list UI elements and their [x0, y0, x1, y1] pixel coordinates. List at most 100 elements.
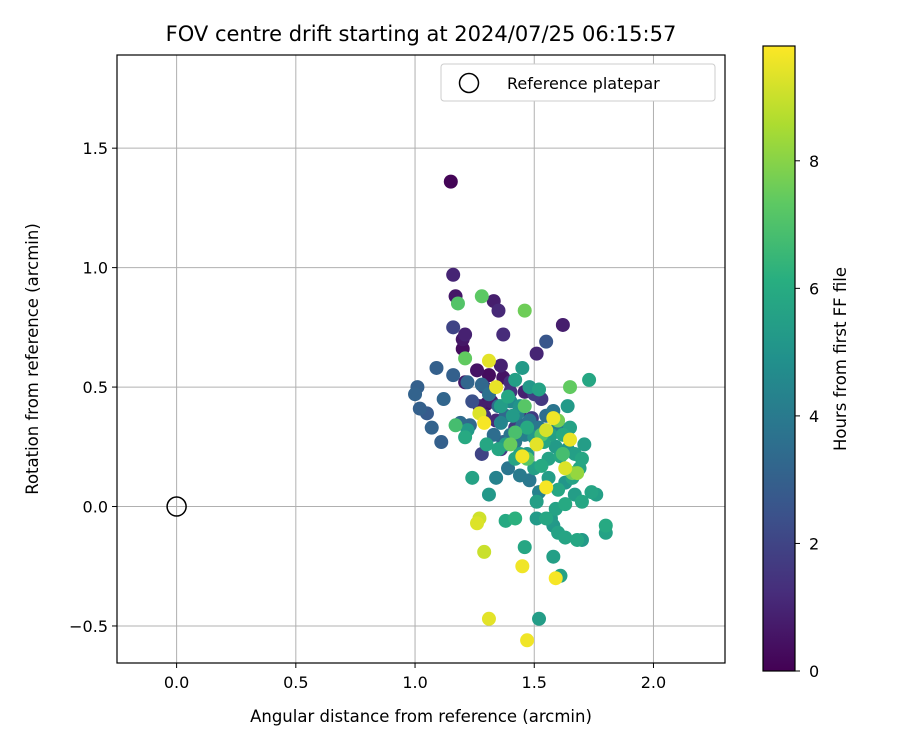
legend-label: Reference platepar	[507, 74, 660, 93]
data-points	[408, 174, 613, 648]
data-point	[546, 549, 561, 564]
data-point	[481, 368, 496, 383]
data-point	[446, 267, 461, 282]
data-point	[598, 518, 613, 533]
data-point	[563, 432, 578, 447]
data-point	[551, 482, 566, 497]
data-point	[493, 415, 508, 430]
colorbar-tick-label: 0	[809, 662, 819, 681]
colorbar-ticks: 0 2 4 6 8	[795, 152, 819, 681]
legend[interactable]: Reference platepar	[440, 63, 716, 102]
x-tick-label: 1.5	[522, 673, 547, 692]
colorbar	[762, 45, 796, 672]
data-point	[448, 418, 463, 433]
data-point	[458, 351, 473, 366]
data-point	[529, 437, 544, 452]
colorbar-tick-label: 2	[809, 534, 819, 553]
data-point	[465, 470, 480, 485]
data-point	[534, 458, 549, 473]
data-point	[412, 401, 427, 416]
data-point	[460, 375, 475, 390]
data-point	[558, 461, 573, 476]
data-point	[508, 372, 523, 387]
legend-marker	[458, 72, 480, 94]
data-point	[555, 446, 570, 461]
data-point	[520, 420, 535, 435]
data-point	[539, 511, 554, 526]
x-axis-ticks: 0.0 0.5 1.0 1.5 2.0	[164, 663, 666, 692]
data-point	[574, 451, 589, 466]
data-point	[515, 449, 530, 464]
colorbar-tick-label: 6	[809, 279, 819, 298]
x-tick-label: 0.0	[164, 673, 189, 692]
data-point	[446, 320, 461, 335]
y-tick-label: 1.5	[83, 139, 108, 158]
legend-box	[440, 63, 716, 102]
data-point	[470, 363, 485, 378]
data-point	[558, 530, 573, 545]
data-point	[465, 394, 480, 409]
data-point	[458, 430, 473, 445]
y-tick-label: 1.0	[83, 259, 108, 278]
data-point	[424, 420, 439, 435]
data-point	[474, 289, 489, 304]
data-point	[570, 532, 585, 547]
data-point	[446, 368, 461, 383]
data-point	[546, 411, 561, 426]
data-point	[486, 427, 501, 442]
data-point	[479, 437, 494, 452]
plot-area	[117, 55, 725, 663]
data-point	[577, 437, 592, 452]
data-point	[501, 461, 516, 476]
data-point	[574, 494, 589, 509]
data-point	[515, 559, 530, 574]
data-point	[408, 387, 423, 402]
colorbar-tick-label: 4	[809, 407, 819, 426]
y-axis-ticks: −0.5 0.0 0.5 1.0 1.5	[69, 139, 117, 636]
x-axis-label: Angular distance from reference (arcmin)	[250, 707, 592, 726]
data-point	[491, 442, 506, 457]
y-tick-label: 0.0	[83, 498, 108, 517]
x-tick-label: 1.0	[402, 673, 427, 692]
data-point	[477, 415, 492, 430]
x-tick-label: 2.0	[641, 673, 666, 692]
data-point	[555, 317, 570, 332]
data-point	[496, 327, 511, 342]
data-point	[517, 540, 532, 555]
data-point	[443, 174, 458, 189]
colorbar-tick-label: 8	[809, 152, 819, 171]
data-point	[508, 511, 523, 526]
data-point	[481, 353, 496, 368]
data-point	[529, 346, 544, 361]
data-point	[450, 296, 465, 311]
data-point	[558, 497, 573, 512]
data-point	[489, 380, 504, 395]
data-point	[512, 468, 527, 483]
chart-title: FOV centre drift starting at 2024/07/25 …	[166, 22, 677, 46]
data-point	[560, 399, 575, 414]
data-point	[477, 544, 492, 559]
data-point	[539, 334, 554, 349]
data-point	[582, 372, 597, 387]
data-point	[501, 389, 516, 404]
plot-frame	[116, 54, 726, 664]
data-point	[563, 380, 578, 395]
data-point	[532, 611, 547, 626]
y-tick-label: 0.5	[83, 378, 108, 397]
data-point	[539, 423, 554, 438]
data-point	[548, 571, 563, 586]
data-point	[429, 360, 444, 375]
data-point	[434, 435, 449, 450]
data-point	[436, 392, 451, 407]
y-axis-label: Rotation from reference (arcmin)	[23, 223, 42, 495]
data-point	[491, 303, 506, 318]
colorbar-label: Hours from first FF file	[831, 267, 850, 451]
data-point	[515, 360, 530, 375]
data-point	[539, 480, 554, 495]
data-point	[493, 399, 508, 414]
data-point	[505, 408, 520, 423]
grid	[117, 55, 725, 663]
data-point	[529, 494, 544, 509]
data-point	[481, 487, 496, 502]
